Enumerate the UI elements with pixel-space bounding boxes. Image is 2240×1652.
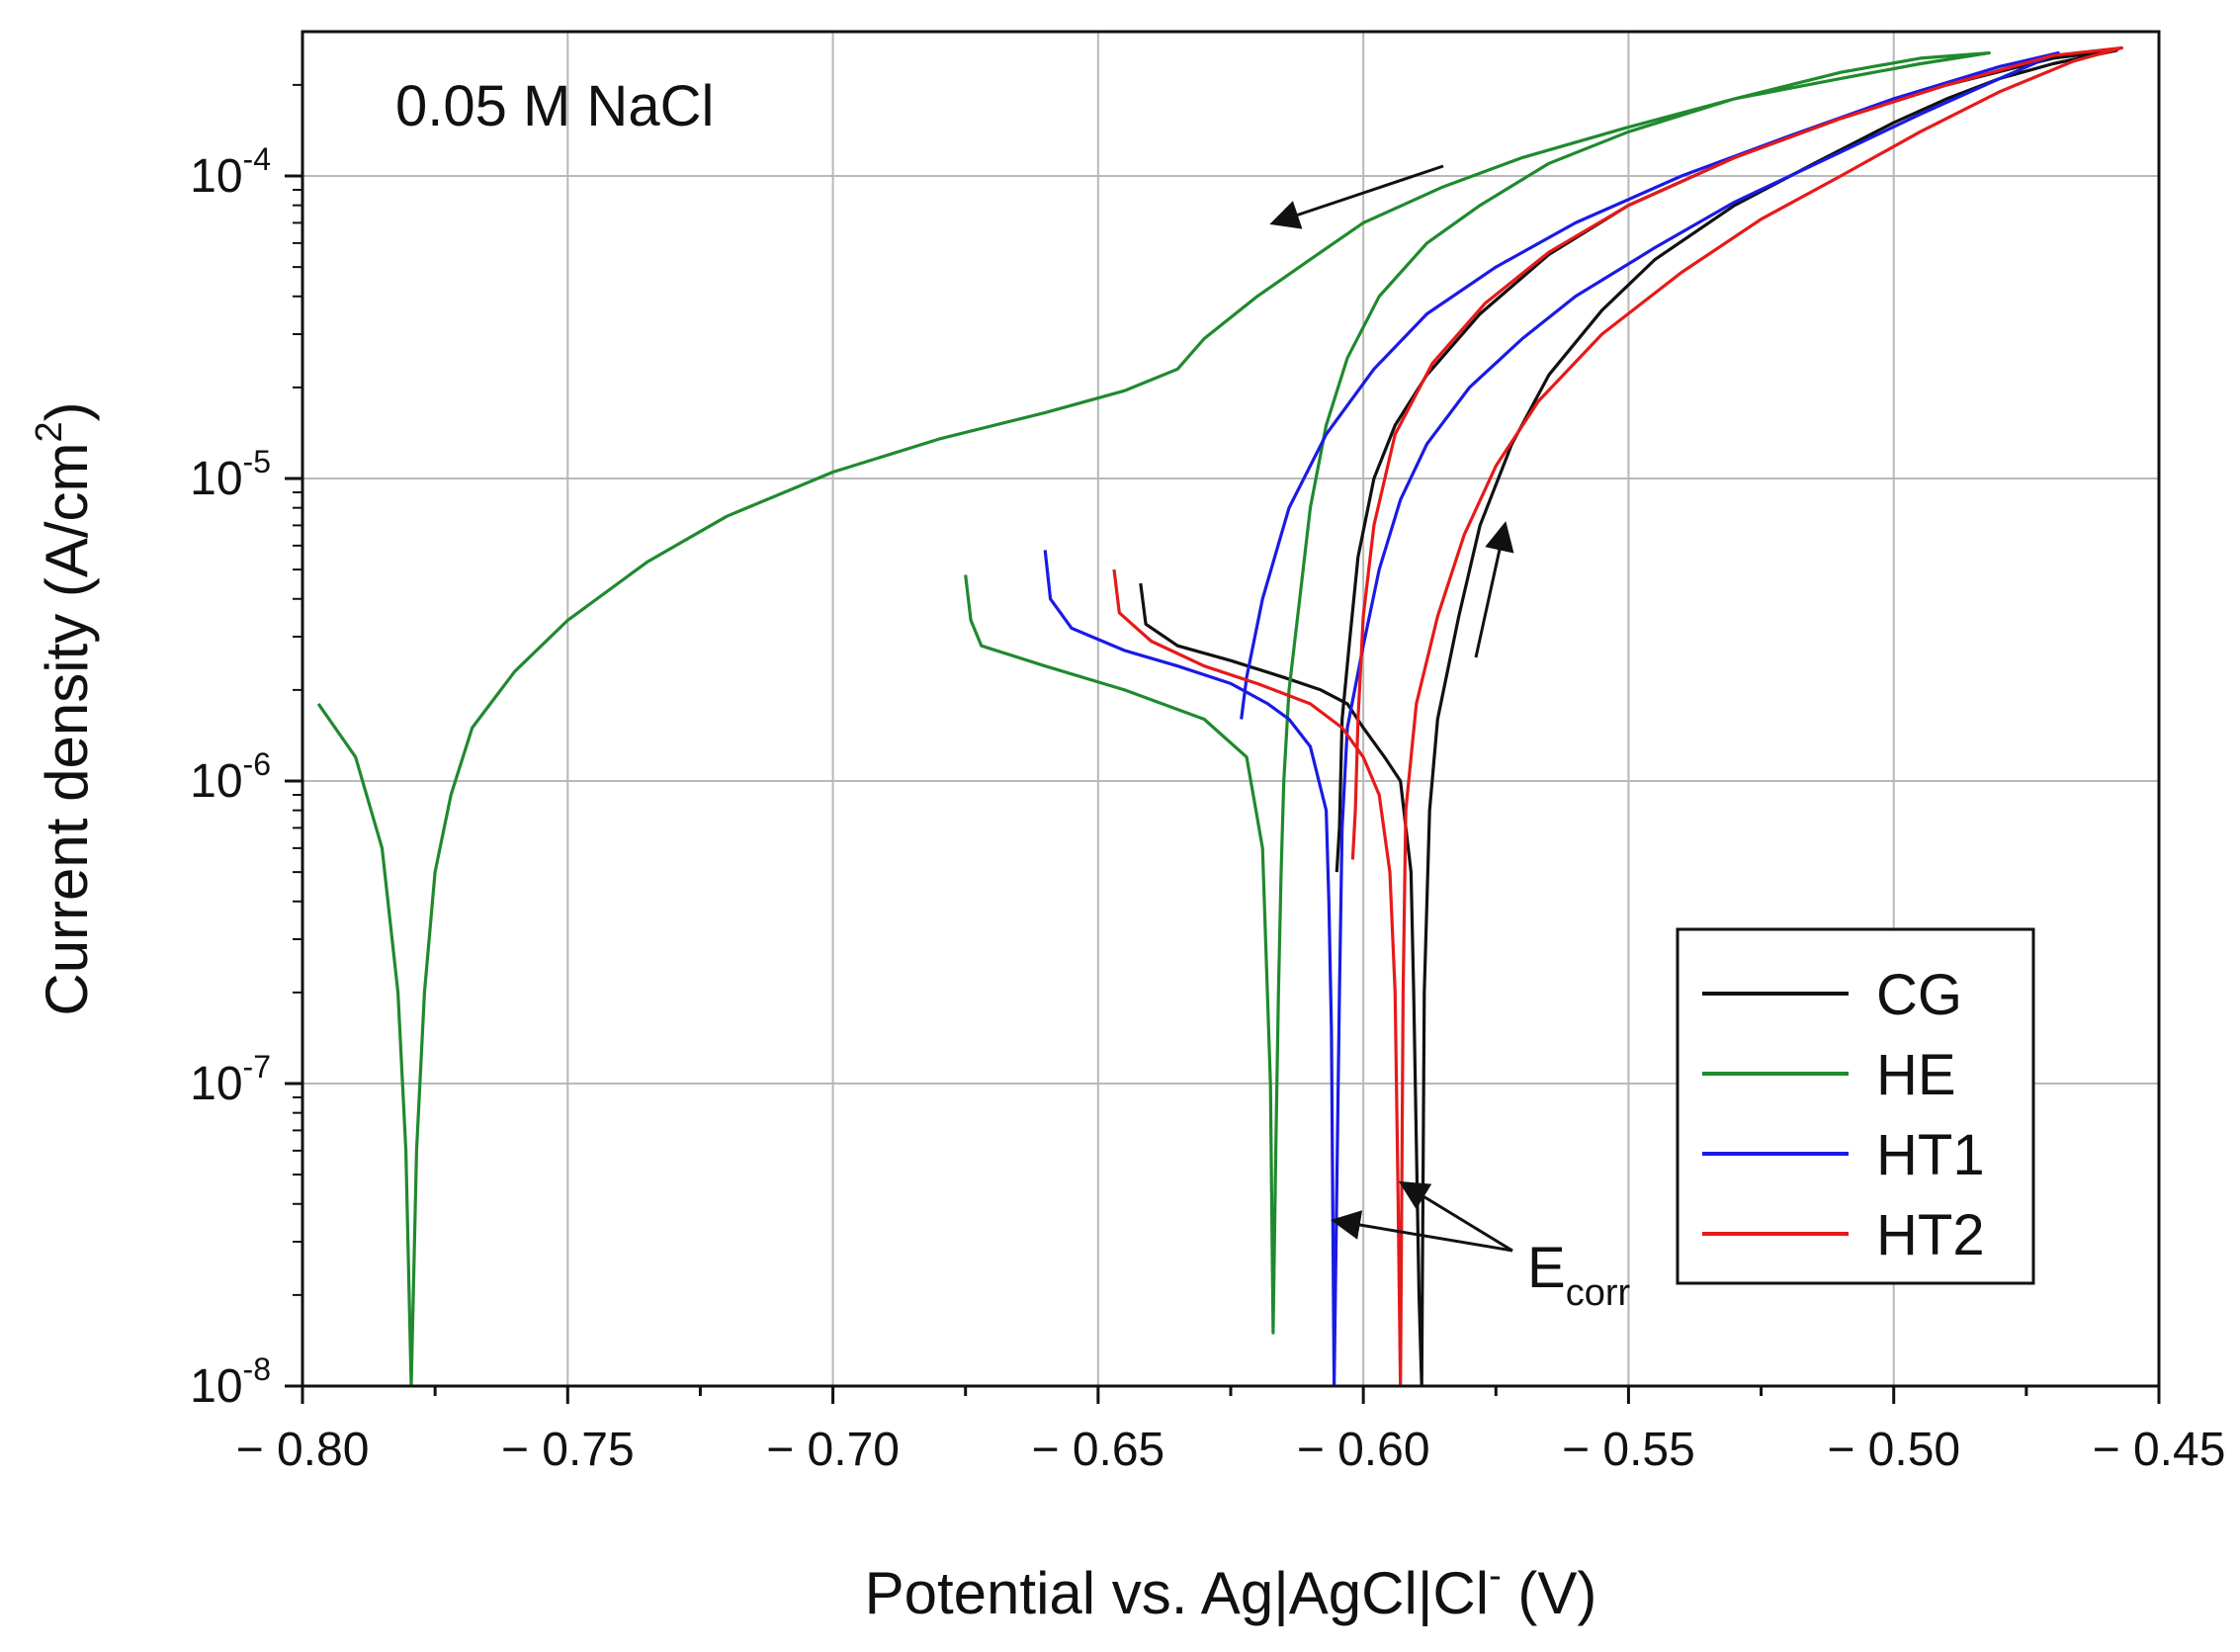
x-tick-label: − 0.75 (501, 1424, 635, 1476)
x-tick-labels: − 0.80 − 0.75 − 0.70 − 0.65 − 0.60 − 0.55 − 0.… (236, 1424, 2226, 1476)
legend-label-ht2: HT2 (1876, 1203, 1985, 1267)
ecorr-arrow-ht2 (1398, 1180, 1513, 1253)
electrolyte-annotation: 0.05 M NaCl (395, 74, 714, 138)
series-ht2-line (1112, 45, 2123, 1386)
series-layer (316, 45, 2123, 1386)
legend-label-he: HE (1876, 1043, 1956, 1107)
x-tick-label: − 0.65 (1031, 1424, 1164, 1476)
x-tick-label: − 0.45 (2093, 1424, 2226, 1476)
axis-ticks (285, 83, 2161, 1404)
series-he-line (316, 51, 1991, 1386)
legend: CG HE HT1 HT2 (1676, 927, 2035, 1285)
y-tick-label: 10-5 (190, 444, 271, 505)
legend-box (1676, 927, 2035, 1285)
x-tick-label: − 0.50 (1827, 1424, 1960, 1476)
y-axis-title: Current density (A/cm2) (29, 401, 100, 1015)
series-ht1-line (1043, 51, 2060, 1386)
cathodic-scan-arrow (1269, 164, 1444, 229)
ecorr-arrow-ht1 (1331, 1210, 1513, 1253)
series-cg-line (1139, 48, 2118, 1386)
legend-label-ht1: HT1 (1876, 1123, 1985, 1187)
anodic-scan-arrow (1474, 521, 1514, 658)
ecorr-label: Ecorr (1527, 1236, 1630, 1314)
y-tick-label: 10-7 (190, 1049, 271, 1110)
y-tick-label: 10-6 (190, 746, 271, 808)
x-tick-label: − 0.70 (766, 1424, 900, 1476)
y-tick-label: 10-4 (190, 141, 271, 203)
x-axis-title: Potential vs. Ag|AgCl|Cl- (V) (865, 1555, 1597, 1626)
y-tick-label: 10-8 (190, 1351, 271, 1413)
x-tick-label: − 0.80 (236, 1424, 370, 1476)
x-tick-label: − 0.55 (1562, 1424, 1695, 1476)
x-tick-label: − 0.60 (1297, 1424, 1430, 1476)
legend-label-cg: CG (1876, 963, 1962, 1027)
y-tick-labels: 10-4 10-5 10-6 10-7 10-8 (190, 141, 271, 1413)
